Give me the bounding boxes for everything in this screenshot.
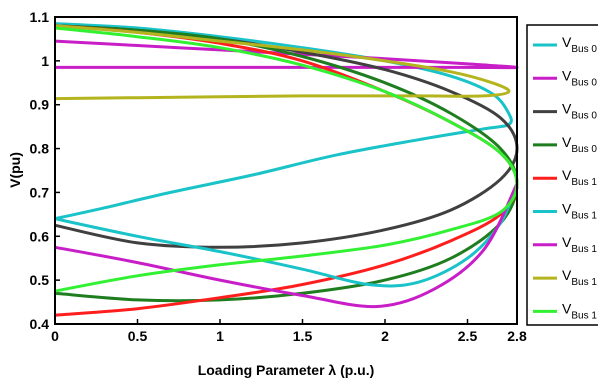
legend-label-sub: Bus 0 <box>571 144 597 155</box>
legend-label-sub: Bus 0 <box>571 111 597 122</box>
legend-label-sub: Bus 0 <box>571 44 597 55</box>
legend-label-sub: Bus 1 <box>571 310 597 321</box>
x-tick-label: 2.8 <box>507 328 527 344</box>
y-axis-ticks: 0.4 0.5 0.6 0.7 0.8 0.9 1 1.1 <box>30 9 60 332</box>
legend-label-sub: Bus 1 <box>571 177 597 188</box>
legend-label-7: VBus 1 <box>562 234 597 255</box>
legend-label-8: VBus 1 <box>562 267 597 288</box>
legend-label-main: V <box>562 67 572 83</box>
legend-label-sub: Bus 1 <box>571 244 597 255</box>
legend-label-main: V <box>562 134 572 150</box>
series-line-7 <box>54 183 519 309</box>
y-tick-label: 0.6 <box>30 228 50 244</box>
legend-label-sub: Bus 0 <box>571 77 597 88</box>
legend-label-main: V <box>562 234 572 250</box>
legend-label-main: V <box>562 201 572 217</box>
legend-label-sub: Bus 1 <box>571 211 597 222</box>
x-tick-label: 2.5 <box>458 328 478 344</box>
legend-label-5: VBus 1 <box>562 167 597 188</box>
y-tick-label: 1 <box>41 53 49 69</box>
series-line-3 <box>54 24 519 249</box>
x-axis-label: Loading Parameter λ (p.u.) <box>198 362 375 378</box>
legend-label-main: V <box>562 300 572 316</box>
legend-label-main: V <box>562 267 572 283</box>
x-tick-label: 2 <box>381 328 389 344</box>
legend-label-2: VBus 0 <box>562 67 597 88</box>
x-tick-label: 0.5 <box>128 328 148 344</box>
legend-label-6: VBus 1 <box>562 201 597 222</box>
legend-label-3: VBus 0 <box>562 101 597 122</box>
legend-label-main: V <box>562 34 572 50</box>
y-axis-label: V(pu) <box>7 152 23 188</box>
y-tick-label: 0.9 <box>30 97 50 113</box>
legend-label-9: VBus 1 <box>562 300 597 321</box>
y-tick-label: 0.5 <box>30 272 50 288</box>
legend-label-4: VBus 0 <box>562 134 597 155</box>
x-tick-label: 0 <box>51 328 59 344</box>
y-tick-label: 0.8 <box>30 141 50 157</box>
series-line-1 <box>54 22 513 221</box>
x-tick-label: 1 <box>216 328 224 344</box>
y-tick-label: 0.4 <box>30 316 50 332</box>
series-lines <box>54 22 519 317</box>
legend-label-main: V <box>562 101 572 117</box>
x-tick-label: 1.5 <box>293 328 313 344</box>
series-line-6 <box>54 183 519 288</box>
legend-label-main: V <box>562 167 572 183</box>
plot-area-frame <box>54 16 518 325</box>
legend-label-1: VBus 0 <box>562 34 597 55</box>
legend-box <box>526 24 598 326</box>
y-tick-label: 0.7 <box>30 184 50 200</box>
x-axis-ticks: 0 0.5 1 1.5 2 2.5 2.8 <box>51 319 527 344</box>
series-line-8 <box>54 24 511 101</box>
y-tick-label: 1.1 <box>30 9 50 25</box>
legend-label-sub: Bus 1 <box>571 277 597 288</box>
series-line-2 <box>54 39 519 70</box>
